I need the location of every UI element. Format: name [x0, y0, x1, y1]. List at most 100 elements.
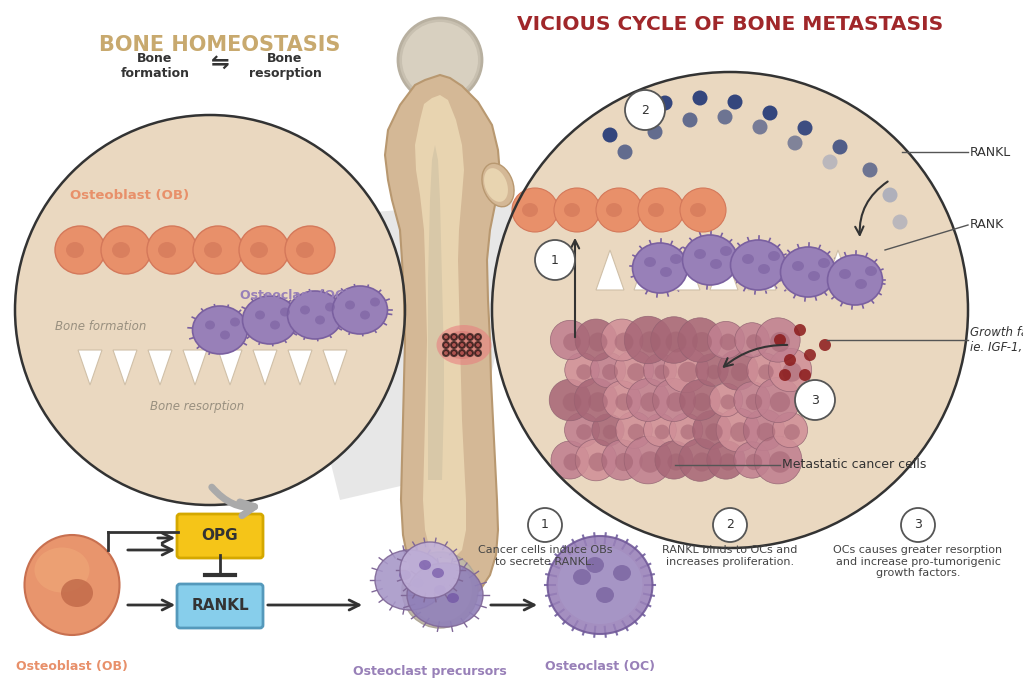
Ellipse shape [239, 226, 290, 274]
Ellipse shape [679, 379, 720, 421]
Ellipse shape [549, 379, 590, 421]
Ellipse shape [61, 579, 93, 607]
Circle shape [459, 334, 465, 340]
Ellipse shape [746, 394, 762, 410]
Ellipse shape [603, 425, 617, 440]
Text: Bone
resorption: Bone resorption [249, 52, 321, 80]
Ellipse shape [575, 439, 617, 481]
Ellipse shape [25, 535, 120, 635]
Ellipse shape [624, 316, 672, 364]
Text: ⇋: ⇋ [211, 53, 229, 73]
Circle shape [862, 162, 878, 178]
Ellipse shape [666, 392, 685, 412]
Ellipse shape [550, 321, 589, 360]
Circle shape [443, 342, 449, 348]
Ellipse shape [482, 163, 515, 206]
Ellipse shape [640, 393, 660, 412]
Circle shape [468, 342, 473, 348]
Circle shape [451, 350, 457, 356]
Polygon shape [596, 250, 624, 290]
Ellipse shape [651, 316, 698, 363]
Circle shape [408, 558, 472, 622]
Ellipse shape [757, 423, 775, 441]
Circle shape [443, 334, 449, 340]
Ellipse shape [434, 585, 446, 595]
Polygon shape [385, 75, 500, 600]
Ellipse shape [784, 424, 800, 440]
Ellipse shape [696, 354, 728, 386]
Text: Osteoclast (OC): Osteoclast (OC) [545, 660, 655, 673]
Ellipse shape [588, 392, 608, 412]
Ellipse shape [315, 316, 325, 325]
Ellipse shape [564, 454, 580, 470]
Ellipse shape [855, 279, 868, 289]
Circle shape [402, 552, 478, 628]
Ellipse shape [558, 546, 642, 624]
Ellipse shape [250, 242, 268, 258]
Circle shape [627, 108, 642, 122]
Text: OPG: OPG [202, 528, 238, 543]
Circle shape [625, 90, 665, 130]
Ellipse shape [287, 291, 343, 339]
Text: 1: 1 [541, 519, 549, 531]
Ellipse shape [719, 334, 737, 351]
Ellipse shape [670, 254, 682, 264]
Ellipse shape [730, 422, 750, 442]
Ellipse shape [602, 440, 642, 480]
Circle shape [798, 120, 812, 136]
Ellipse shape [792, 261, 804, 271]
Polygon shape [113, 350, 137, 385]
Ellipse shape [707, 365, 721, 379]
Polygon shape [748, 250, 776, 290]
Polygon shape [15, 310, 405, 505]
Text: Osteoclast (OC): Osteoclast (OC) [240, 288, 350, 302]
FancyBboxPatch shape [177, 514, 263, 558]
Ellipse shape [655, 441, 694, 479]
Ellipse shape [573, 569, 591, 585]
Ellipse shape [638, 188, 684, 232]
Ellipse shape [332, 286, 388, 334]
Polygon shape [218, 350, 242, 385]
Text: 1: 1 [551, 253, 559, 267]
Text: RANKL binds to OCs and
increases proliferation.: RANKL binds to OCs and increases prolife… [662, 545, 798, 566]
Ellipse shape [735, 323, 769, 357]
Text: Bone resorption: Bone resorption [150, 400, 244, 413]
Ellipse shape [588, 332, 608, 351]
Text: RANKL: RANKL [970, 146, 1012, 158]
Ellipse shape [112, 242, 130, 258]
Ellipse shape [447, 593, 459, 603]
Ellipse shape [710, 259, 722, 269]
Ellipse shape [615, 453, 633, 471]
Circle shape [819, 339, 831, 351]
Text: 2: 2 [641, 104, 649, 116]
Ellipse shape [758, 364, 773, 379]
Ellipse shape [400, 542, 460, 598]
Ellipse shape [744, 410, 785, 451]
Ellipse shape [370, 298, 380, 307]
Ellipse shape [705, 424, 722, 441]
Ellipse shape [783, 362, 802, 382]
Ellipse shape [769, 452, 791, 472]
Ellipse shape [663, 347, 709, 393]
Text: Metastatic cancer cells: Metastatic cancer cells [782, 458, 927, 472]
Ellipse shape [720, 395, 736, 409]
Ellipse shape [707, 321, 745, 358]
Ellipse shape [596, 587, 614, 603]
Ellipse shape [375, 550, 445, 610]
Ellipse shape [565, 412, 599, 447]
Circle shape [727, 94, 743, 109]
Ellipse shape [818, 258, 830, 268]
Ellipse shape [667, 454, 684, 470]
Ellipse shape [781, 247, 836, 297]
Circle shape [779, 369, 791, 381]
Ellipse shape [547, 536, 653, 634]
Ellipse shape [694, 249, 706, 259]
Circle shape [762, 106, 777, 120]
Ellipse shape [678, 318, 722, 362]
Polygon shape [288, 350, 312, 385]
Circle shape [451, 334, 457, 340]
Circle shape [774, 334, 786, 346]
Ellipse shape [772, 412, 807, 447]
Ellipse shape [285, 226, 335, 274]
Ellipse shape [55, 226, 105, 274]
